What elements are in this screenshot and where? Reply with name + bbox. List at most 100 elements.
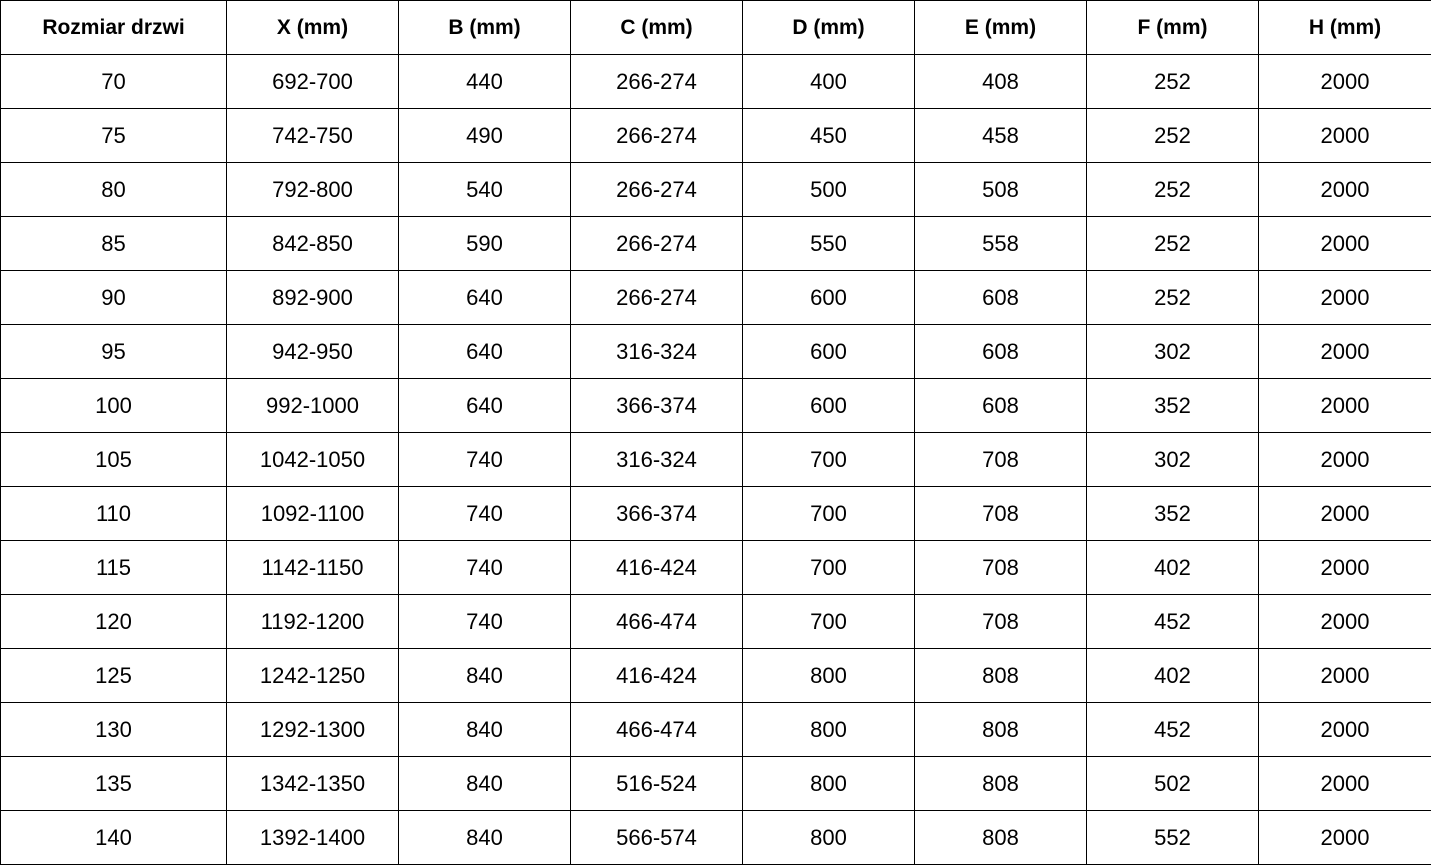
column-header: F (mm) bbox=[1086, 0, 1259, 55]
column-header: B (mm) bbox=[398, 0, 571, 55]
table-cell: 130 bbox=[0, 702, 227, 757]
table-cell: 466-474 bbox=[570, 702, 743, 757]
table-cell: 600 bbox=[742, 270, 915, 325]
table-cell: 740 bbox=[398, 432, 571, 487]
table-cell: 2000 bbox=[1258, 54, 1431, 109]
table-row: 115 1142-1150 740 416-424 700 708 402 2000 bbox=[0, 540, 1431, 595]
table-row: 125 1242-1250 840 416-424 800 808 402 2000 bbox=[0, 648, 1431, 703]
table-row: 135 1342-1350 840 516-524 800 808 502 2000 bbox=[0, 756, 1431, 811]
table-cell: 892-900 bbox=[226, 270, 399, 325]
table-cell: 740 bbox=[398, 540, 571, 595]
table-cell: 120 bbox=[0, 594, 227, 649]
table-cell: 1042-1050 bbox=[226, 432, 399, 487]
table-cell: 1342-1350 bbox=[226, 756, 399, 811]
table-cell: 125 bbox=[0, 648, 227, 703]
table-cell: 252 bbox=[1086, 216, 1259, 271]
table-cell: 566-574 bbox=[570, 810, 743, 865]
table-cell: 252 bbox=[1086, 54, 1259, 109]
column-header: C (mm) bbox=[570, 0, 743, 55]
table-cell: 2000 bbox=[1258, 432, 1431, 487]
table-cell: 400 bbox=[742, 54, 915, 109]
table-cell: 440 bbox=[398, 54, 571, 109]
table-cell: 600 bbox=[742, 378, 915, 433]
table-cell: 2000 bbox=[1258, 648, 1431, 703]
table-cell: 842-850 bbox=[226, 216, 399, 271]
table-cell: 1142-1150 bbox=[226, 540, 399, 595]
table-cell: 266-274 bbox=[570, 108, 743, 163]
table-cell: 450 bbox=[742, 108, 915, 163]
table-cell: 490 bbox=[398, 108, 571, 163]
table-cell: 266-274 bbox=[570, 216, 743, 271]
table-cell: 800 bbox=[742, 756, 915, 811]
table-cell: 1392-1400 bbox=[226, 810, 399, 865]
table-cell: 466-474 bbox=[570, 594, 743, 649]
table-cell: 792-800 bbox=[226, 162, 399, 217]
table-row: 85 842-850 590 266-274 550 558 252 2000 bbox=[0, 216, 1431, 271]
table-cell: 740 bbox=[398, 486, 571, 541]
table-cell: 416-424 bbox=[570, 540, 743, 595]
table-cell: 2000 bbox=[1258, 270, 1431, 325]
table-cell: 800 bbox=[742, 648, 915, 703]
table-cell: 608 bbox=[914, 270, 1087, 325]
table-cell: 800 bbox=[742, 702, 915, 757]
table-cell: 458 bbox=[914, 108, 1087, 163]
table-cell: 70 bbox=[0, 54, 227, 109]
table-cell: 252 bbox=[1086, 270, 1259, 325]
table-cell: 140 bbox=[0, 810, 227, 865]
table-cell: 302 bbox=[1086, 432, 1259, 487]
table-row: 130 1292-1300 840 466-474 800 808 452 2000 bbox=[0, 702, 1431, 757]
table-cell: 808 bbox=[914, 702, 1087, 757]
table-cell: 590 bbox=[398, 216, 571, 271]
column-header: Rozmiar drzwi bbox=[0, 0, 227, 55]
table-cell: 552 bbox=[1086, 810, 1259, 865]
table-cell: 740 bbox=[398, 594, 571, 649]
table-cell: 840 bbox=[398, 810, 571, 865]
table-cell: 708 bbox=[914, 486, 1087, 541]
table-cell: 540 bbox=[398, 162, 571, 217]
table-cell: 352 bbox=[1086, 486, 1259, 541]
table-row: 90 892-900 640 266-274 600 608 252 2000 bbox=[0, 270, 1431, 325]
table-cell: 452 bbox=[1086, 594, 1259, 649]
table-cell: 266-274 bbox=[570, 270, 743, 325]
table-cell: 992-1000 bbox=[226, 378, 399, 433]
table-cell: 2000 bbox=[1258, 810, 1431, 865]
table-cell: 90 bbox=[0, 270, 227, 325]
table-cell: 2000 bbox=[1258, 702, 1431, 757]
table-cell: 558 bbox=[914, 216, 1087, 271]
table-cell: 742-750 bbox=[226, 108, 399, 163]
table-cell: 840 bbox=[398, 702, 571, 757]
table-cell: 452 bbox=[1086, 702, 1259, 757]
column-header: D (mm) bbox=[742, 0, 915, 55]
column-header: E (mm) bbox=[914, 0, 1087, 55]
table-cell: 266-274 bbox=[570, 162, 743, 217]
column-header: H (mm) bbox=[1258, 0, 1431, 55]
table-cell: 302 bbox=[1086, 324, 1259, 379]
table-cell: 1242-1250 bbox=[226, 648, 399, 703]
table-cell: 708 bbox=[914, 432, 1087, 487]
table-cell: 502 bbox=[1086, 756, 1259, 811]
table-cell: 840 bbox=[398, 756, 571, 811]
table-cell: 500 bbox=[742, 162, 915, 217]
table-cell: 316-324 bbox=[570, 432, 743, 487]
table-cell: 352 bbox=[1086, 378, 1259, 433]
table-cell: 640 bbox=[398, 324, 571, 379]
table-cell: 366-374 bbox=[570, 486, 743, 541]
table-cell: 366-374 bbox=[570, 378, 743, 433]
column-header: X (mm) bbox=[226, 0, 399, 55]
table-cell: 708 bbox=[914, 540, 1087, 595]
table-cell: 692-700 bbox=[226, 54, 399, 109]
table-cell: 800 bbox=[742, 810, 915, 865]
table-cell: 1292-1300 bbox=[226, 702, 399, 757]
table-cell: 80 bbox=[0, 162, 227, 217]
table-cell: 700 bbox=[742, 432, 915, 487]
table-cell: 708 bbox=[914, 594, 1087, 649]
table-row: 95 942-950 640 316-324 600 608 302 2000 bbox=[0, 324, 1431, 379]
table-cell: 95 bbox=[0, 324, 227, 379]
table-cell: 608 bbox=[914, 378, 1087, 433]
table-row: 120 1192-1200 740 466-474 700 708 452 2000 bbox=[0, 594, 1431, 649]
table-cell: 316-324 bbox=[570, 324, 743, 379]
table-cell: 508 bbox=[914, 162, 1087, 217]
table-cell: 75 bbox=[0, 108, 227, 163]
table-cell: 608 bbox=[914, 324, 1087, 379]
